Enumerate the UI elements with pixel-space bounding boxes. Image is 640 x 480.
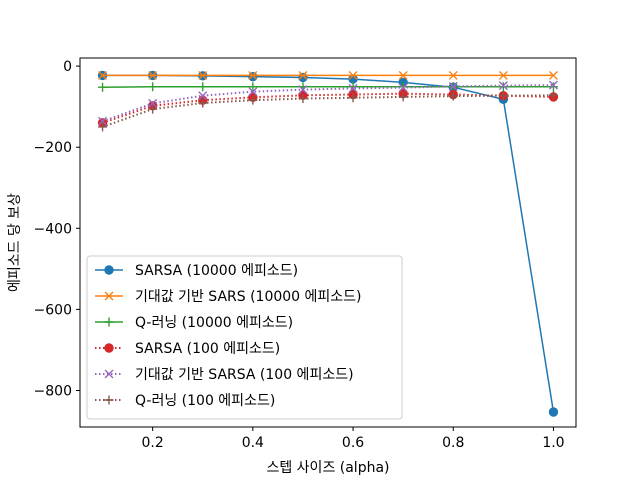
legend-label: Q-러닝 (100 에피소드) (135, 393, 275, 409)
legend-item: SARSA (10000 에피소드) (95, 263, 298, 279)
data-point (98, 70, 108, 80)
data-point (148, 104, 158, 114)
series-line (102, 92, 554, 124)
data-point (548, 90, 558, 100)
axis-ticks: 0.2 0.4 0.6 0.8 1.0 0 −200 −400 −600 −800 (34, 59, 565, 451)
data-point (398, 70, 408, 80)
y-tick-label: −800 (34, 384, 72, 400)
data-point (398, 92, 408, 102)
data-point (148, 82, 158, 92)
data-point (348, 70, 358, 80)
legend-item: 기대값 기반 SARSA (100 에피소드) (95, 367, 354, 383)
data-point (348, 93, 358, 103)
data-point (248, 82, 258, 92)
data-point (248, 70, 258, 80)
legend-item: Q-러닝 (10000 에피소드) (95, 315, 293, 331)
legend-item: 기대값 기반 SARS (10000 에피소드) (95, 289, 362, 305)
series-2 (98, 82, 558, 92)
series-4 (98, 80, 558, 126)
legend-marker (104, 343, 114, 353)
data-point (548, 80, 558, 90)
x-tick-label: 0.2 (142, 435, 164, 451)
data-point (248, 87, 258, 97)
data-point (548, 407, 559, 417)
legend-label: SARSA (100 에피소드) (135, 341, 280, 357)
data-point (198, 98, 208, 108)
series-1 (98, 70, 558, 80)
legend: SARSA (10000 에피소드) 기대값 기반 SARS (10000 에피소… (86, 255, 403, 420)
series-3 (97, 88, 559, 128)
plot-frame (79, 57, 577, 428)
legend-marker (104, 369, 114, 379)
data-point (98, 122, 108, 132)
y-tick-label: −400 (34, 221, 72, 237)
data-point (448, 91, 458, 101)
series-line (102, 84, 554, 123)
data-point (548, 70, 558, 80)
data-point (498, 81, 508, 91)
y-tick-label: −200 (34, 140, 72, 156)
data-point (98, 82, 108, 92)
legend-marker (104, 395, 114, 405)
data-point (148, 70, 158, 80)
x-tick-label: 0.6 (342, 435, 364, 451)
legend-label: SARSA (10000 에피소드) (135, 263, 298, 279)
data-point (198, 91, 208, 101)
legend-label: Q-러닝 (10000 에피소드) (135, 315, 293, 331)
series-line (102, 94, 554, 128)
data-point (298, 94, 308, 104)
y-axis-label: 에피소드 당 보상 (7, 193, 23, 292)
data-point (248, 95, 258, 105)
data-point (498, 82, 508, 92)
x-tick-label: 1.0 (542, 435, 564, 451)
data-point (198, 70, 208, 80)
legend-item: Q-러닝 (100 에피소드) (95, 393, 275, 409)
legend-box (86, 255, 403, 420)
legend-label: 기대값 기반 SARS (10000 에피소드) (135, 289, 362, 305)
legend-marker (104, 265, 114, 275)
data-point (448, 70, 458, 80)
data-point (548, 82, 558, 92)
data-point (498, 70, 508, 80)
y-tick-label: −600 (34, 302, 72, 318)
legend-item: SARSA (100 에피소드) (95, 341, 280, 357)
data-point (348, 83, 358, 93)
data-point (98, 116, 108, 126)
x-tick-label: 0.8 (442, 435, 464, 451)
data-point (198, 82, 208, 92)
legend-marker (104, 317, 114, 327)
data-point (248, 71, 258, 82)
data-point (498, 91, 508, 101)
data-point (148, 98, 158, 108)
plot-marks (97, 70, 559, 417)
data-point (298, 70, 308, 80)
legend-label: 기대값 기반 SARSA (100 에피소드) (135, 367, 354, 383)
data-point (448, 81, 458, 91)
x-tick-label: 0.4 (242, 435, 264, 451)
data-point (348, 82, 358, 92)
data-point (298, 85, 308, 95)
x-axis-label: 스텝 사이즈 (alpha) (266, 460, 389, 476)
legend-marker (104, 291, 114, 301)
y-tick-label: 0 (63, 59, 72, 75)
data-point (398, 83, 408, 93)
series-5 (98, 90, 558, 132)
